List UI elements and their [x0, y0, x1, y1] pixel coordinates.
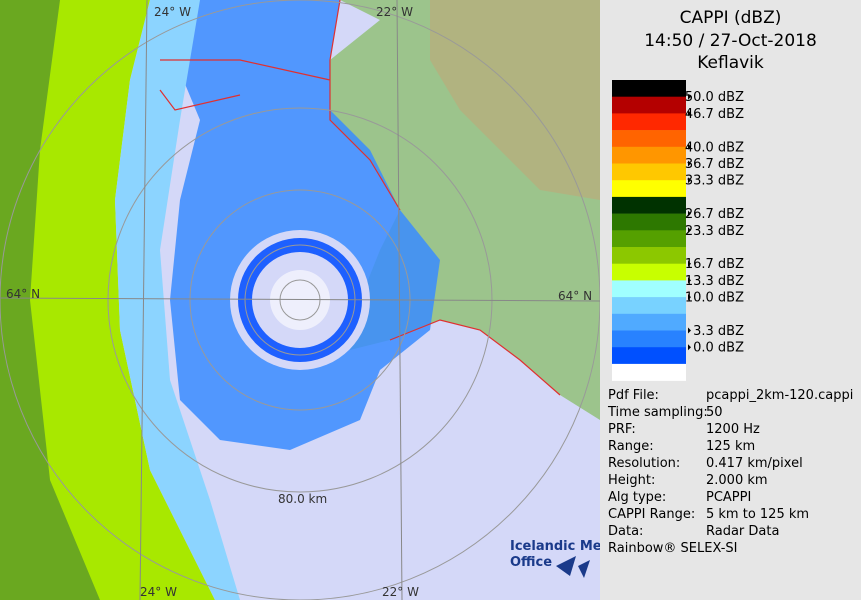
logo-text: Icelandic Met — [510, 539, 600, 554]
subtitle: 14:50 / 27-Oct-2018 — [644, 31, 817, 51]
info-value: 2.000 km — [706, 473, 768, 488]
legend-label: 40.0 dBZ — [685, 140, 744, 155]
legend-panel: CAPPI (dBZ) 14:50 / 27-Oct-2018 Keflavik… — [600, 0, 861, 600]
legend-label: 50.0 dBZ — [685, 90, 744, 105]
info-key: Time sampling: — [608, 405, 708, 420]
legend-tick — [688, 294, 691, 301]
legend-tick — [688, 160, 691, 167]
station: Keflavik — [697, 53, 764, 73]
echo-blue — [150, 0, 440, 450]
info-row: Resolution: 0.417 km/pixel — [608, 456, 803, 471]
legend-label: 16.7 dBZ — [685, 257, 744, 272]
footer: Rainbow® SELEX-SI — [608, 541, 738, 556]
legend-swatch — [612, 330, 686, 348]
info-key: Range: — [608, 439, 654, 454]
info-key: Data: — [608, 524, 644, 539]
legend-tick — [688, 93, 691, 100]
lon-label: 22° W — [382, 585, 419, 599]
longitude-line — [396, 0, 403, 600]
info-key: Resolution: — [608, 456, 681, 471]
legend-label: 33.3 dBZ — [685, 174, 744, 189]
info-row: Range: 125 km — [608, 439, 755, 454]
legend-tick — [688, 277, 691, 284]
legend-swatch — [612, 263, 686, 281]
color-legend: 50.0 dBZ 46.7 dBZ 40.0 dBZ 36.7 dBZ 33.3 dBZ… — [612, 80, 744, 381]
legend-swatch — [612, 130, 686, 148]
legend-swatch — [612, 163, 686, 181]
legend-tick — [688, 227, 691, 234]
info-key: PRF: — [608, 422, 636, 437]
lat-label: 64° N — [6, 287, 40, 301]
legend-swatch — [612, 113, 686, 131]
info-row: Pdf File: pcappi_2km-120.cappi — [608, 388, 853, 403]
info-value: pcappi_2km-120.cappi — [706, 388, 854, 403]
info-value: 50 — [706, 405, 723, 420]
echo-green — [0, 0, 100, 600]
legend-swatch — [612, 230, 686, 248]
legend-swatch — [612, 146, 686, 164]
info-row: Time sampling: 50 — [608, 405, 723, 420]
legend-tick — [688, 177, 691, 184]
highland — [430, 0, 600, 200]
info-value: PCAPPI — [706, 490, 752, 505]
legend-label: 3.3 dBZ — [693, 324, 744, 339]
lat-label: 64° N — [558, 289, 592, 303]
legend-label: 0.0 dBZ — [693, 341, 744, 356]
echo-lightblue — [115, 0, 240, 600]
latitude-line — [0, 297, 600, 302]
legend-tick — [688, 327, 691, 334]
info-key: CAPPI Range: — [608, 507, 696, 522]
logo-text: Office — [510, 555, 552, 570]
info-row: Height: 2.000 km — [608, 473, 768, 488]
legend-tick — [688, 210, 691, 217]
legend-label: 46.7 dBZ — [685, 107, 744, 122]
legend-swatch — [612, 297, 686, 315]
legend-swatch — [612, 180, 686, 198]
lon-label: 24° W — [140, 585, 177, 599]
info-value: Radar Data — [706, 524, 780, 539]
info-row: Data: Radar Data — [608, 524, 779, 539]
info-value: 1200 Hz — [706, 422, 760, 437]
info-row: PRF: 1200 Hz — [608, 422, 760, 437]
info-key: Alg type: — [608, 490, 667, 505]
logo-icon — [556, 556, 590, 578]
legend-swatch — [612, 313, 686, 331]
legend-label: 13.3 dBZ — [685, 274, 744, 289]
legend-swatch — [612, 96, 686, 114]
info-row: CAPPI Range: 5 km to 125 km — [608, 507, 809, 522]
info-row: Alg type: PCAPPI — [608, 490, 751, 505]
coastline — [159, 0, 561, 396]
legend-swatch — [612, 247, 686, 264]
info-key: Height: — [608, 473, 656, 488]
lon-label: 24° W — [154, 5, 191, 19]
legend-label: 36.7 dBZ — [685, 157, 744, 172]
legend-tick — [688, 260, 691, 267]
range-label: 80.0 km — [278, 492, 327, 506]
legend-tick — [688, 344, 691, 351]
legend-swatch — [612, 363, 686, 381]
lon-label: 22° W — [376, 5, 413, 19]
title: CAPPI (dBZ) — [679, 8, 782, 28]
info-value: 125 km — [706, 439, 756, 454]
radar-map: 24° W 22° W 24° W 22° W 64° N 64° N 80.0… — [0, 0, 600, 600]
legend-tick — [688, 110, 691, 117]
graticule — [0, 0, 600, 600]
info-value: 5 km to 125 km — [706, 507, 810, 522]
legend-tick — [688, 143, 691, 150]
legend-swatch — [612, 347, 686, 365]
info-key: Pdf File: — [608, 388, 659, 403]
legend-swatch — [612, 280, 686, 298]
legend-label: 26.7 dBZ — [685, 207, 744, 222]
legend-swatch — [612, 80, 686, 97]
longitude-line — [139, 0, 148, 600]
legend-swatch — [612, 196, 686, 214]
info-value: 0.417 km/pixel — [706, 456, 803, 471]
legend-label: 23.3 dBZ — [685, 224, 744, 239]
legend-label: 10.0 dBZ — [685, 291, 744, 306]
legend-swatch — [612, 213, 686, 231]
